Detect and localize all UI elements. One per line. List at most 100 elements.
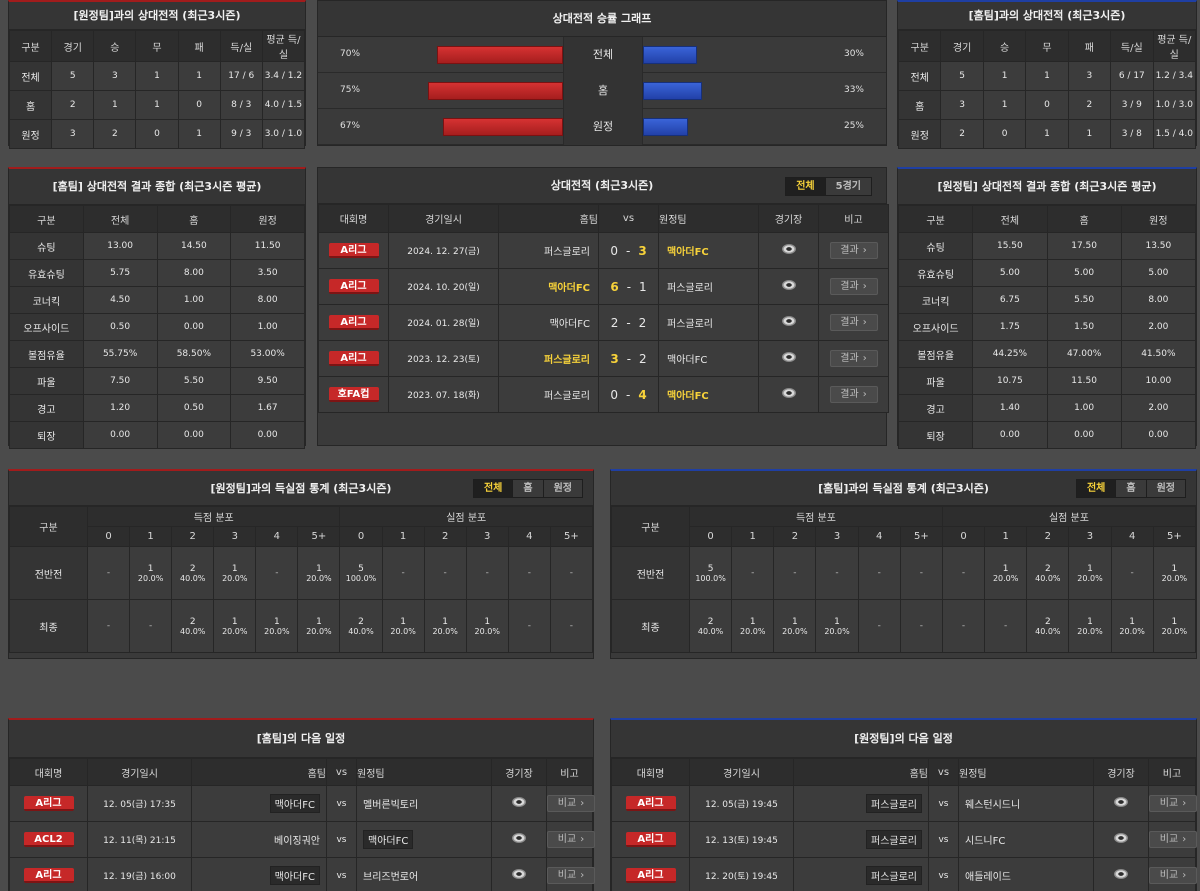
bucket-header: 0 bbox=[86, 526, 131, 547]
away-score: 4 bbox=[638, 387, 647, 402]
league-badge: A리그 bbox=[625, 796, 676, 811]
scored-cell: 1 20.0% bbox=[297, 599, 341, 653]
table-row: 볼점유율 44.25% 47.00% 41.50% bbox=[897, 340, 1197, 368]
cell-value: 1 bbox=[135, 90, 179, 120]
compare-button[interactable]: 비교 › bbox=[1149, 795, 1197, 812]
cell-value: 0.00 bbox=[972, 421, 1048, 449]
column-header: 구분 bbox=[897, 30, 942, 62]
scored-cell: 1 20.0% bbox=[731, 599, 775, 653]
count: 1 bbox=[147, 563, 154, 574]
header-row: 구분 경기 승 무 패 득/실 평균 득/실 bbox=[8, 30, 306, 62]
compare-button[interactable]: 비교 › bbox=[547, 831, 595, 848]
stadium-icon bbox=[512, 797, 526, 807]
away-score: 2 bbox=[638, 315, 647, 330]
cell-value: 1.20 bbox=[82, 394, 158, 422]
column-header: 홈 bbox=[156, 205, 232, 233]
away-goal-stats-panel: [홈팀]과의 득실점 통계 (최근3시즌) 전체 홈 원정 구분 득점 분포 실점 분포… bbox=[610, 469, 1197, 659]
table-row: A리그 12. 13(토) 19:45 퍼스글로리 vs 시드니FC 비교 › bbox=[611, 821, 1197, 858]
away-team: 맥아더FC bbox=[363, 830, 414, 849]
row-label: 코너킥 bbox=[897, 286, 974, 314]
result-button[interactable]: 결과 › bbox=[829, 314, 878, 331]
count: - bbox=[793, 568, 797, 578]
row-label: 파울 bbox=[897, 367, 974, 395]
tab-1[interactable]: 홈 bbox=[512, 480, 543, 497]
count: 5 bbox=[707, 563, 714, 574]
percentage: 20.0% bbox=[306, 626, 332, 636]
cell-value: 47.00% bbox=[1046, 340, 1122, 368]
column-header-away: 원정팀 bbox=[356, 758, 492, 786]
result-label: 결과 bbox=[840, 353, 859, 364]
result-button[interactable]: 결과 › bbox=[829, 242, 878, 259]
compare-button[interactable]: 비교 › bbox=[547, 867, 595, 884]
bucket-header: 4 bbox=[857, 526, 901, 547]
bucket-header: 2 bbox=[773, 526, 817, 547]
tab-1[interactable]: 5경기 bbox=[824, 178, 871, 195]
result-button[interactable]: 결과 › bbox=[829, 278, 878, 295]
chevron-right-icon: › bbox=[862, 389, 867, 400]
bucket-header: 5+ bbox=[549, 526, 594, 547]
cell-value: 2.00 bbox=[1120, 394, 1197, 422]
compare-button[interactable]: 비교 › bbox=[1149, 867, 1197, 884]
goal-filter-tabs: 전체 홈 원정 bbox=[472, 479, 583, 498]
tab-0[interactable]: 전체 bbox=[786, 178, 825, 195]
table-row: 전체 5 1 1 3 6 / 17 1.2 / 3.4 bbox=[897, 61, 1197, 91]
count: 5 bbox=[358, 563, 364, 574]
percentage: 20.0% bbox=[264, 626, 290, 636]
compare-button[interactable]: 비교 › bbox=[547, 795, 595, 812]
score-separator: - bbox=[625, 243, 631, 258]
home-win-bar bbox=[428, 82, 563, 100]
h2h-table: 구분 경기 승 무 패 득/실 평균 득/실 전체 5 1 1 3 6 / 17 1.2 / 3.4 홈 3 1… bbox=[897, 30, 1197, 149]
away-team: 맥아더FC bbox=[658, 232, 759, 269]
column-header: 득/실 bbox=[1110, 30, 1154, 62]
league-badge: A리그 bbox=[23, 796, 74, 811]
tab-2[interactable]: 원정 bbox=[1145, 480, 1185, 497]
bucket-header: 3 bbox=[815, 526, 859, 547]
tab-1[interactable]: 홈 bbox=[1115, 480, 1146, 497]
tab-0[interactable]: 전체 bbox=[473, 480, 513, 497]
chevron-right-icon: › bbox=[580, 870, 585, 881]
column-header: 원정 bbox=[230, 205, 305, 233]
table-row: A리그 12. 19(금) 16:00 맥아더FC vs 브리즈번로어 비교 › bbox=[9, 857, 595, 891]
conceded-cell: - bbox=[465, 546, 509, 600]
away-win-bar bbox=[643, 118, 688, 136]
percentage: 20.0% bbox=[306, 573, 332, 583]
cell-value: 1 bbox=[982, 90, 1027, 120]
league-badge: A리그 bbox=[625, 868, 676, 883]
result-button[interactable]: 결과 › bbox=[829, 386, 878, 403]
cell-value: 17 / 6 bbox=[219, 61, 263, 91]
result-label: 결과 bbox=[840, 245, 859, 256]
count: 1 bbox=[231, 616, 238, 627]
vs-label: vs bbox=[326, 857, 357, 891]
chevron-right-icon: › bbox=[1182, 834, 1187, 845]
bucket-header: 2 bbox=[423, 526, 467, 547]
cell-value: 9 / 3 bbox=[219, 119, 263, 149]
conceded-cell: - bbox=[1110, 546, 1154, 600]
tab-2[interactable]: 원정 bbox=[542, 480, 582, 497]
count: - bbox=[569, 621, 574, 631]
bucket-header: 5+ bbox=[297, 526, 341, 547]
table-row: 파울 7.50 5.50 9.50 bbox=[9, 367, 305, 395]
graph-row-label: 원정 bbox=[563, 109, 643, 145]
result-button[interactable]: 결과 › bbox=[829, 350, 878, 367]
tab-0[interactable]: 전체 bbox=[1076, 480, 1116, 497]
score: 0-4 bbox=[598, 376, 659, 413]
summary-table: 구분 전체 홈 원정 슈팅 15.50 17.50 13.50 유효슈팅 5.00 5.00 5.00… bbox=[897, 205, 1197, 449]
stadium-icon bbox=[1114, 833, 1128, 843]
count: 1 bbox=[1171, 616, 1178, 627]
cell-value: 0 bbox=[135, 119, 179, 149]
cell-value: 8 / 3 bbox=[219, 90, 263, 120]
scored-cell: 1 20.0% bbox=[213, 546, 257, 600]
compare-button[interactable]: 비교 › bbox=[1149, 831, 1197, 848]
match-date: 12. 20(토) 19:45 bbox=[689, 857, 794, 891]
cell-value: 17.50 bbox=[1046, 232, 1122, 260]
scored-cell: 5 100.0% bbox=[688, 546, 733, 600]
cell-value: 2 bbox=[93, 119, 137, 149]
cell-value: 1.50 bbox=[1046, 313, 1122, 341]
cell-value: 5.00 bbox=[1046, 259, 1122, 287]
table-row: A리그 12. 05(금) 19:45 퍼스글로리 vs 웨스턴시드니 비교 › bbox=[611, 785, 1197, 822]
home-win-pct: 67% bbox=[340, 121, 361, 131]
cell-value: 5 bbox=[940, 61, 984, 91]
cell-value: 3 bbox=[1067, 61, 1112, 91]
matches-title: 상대전적 (최근3시즌) bbox=[550, 179, 654, 192]
